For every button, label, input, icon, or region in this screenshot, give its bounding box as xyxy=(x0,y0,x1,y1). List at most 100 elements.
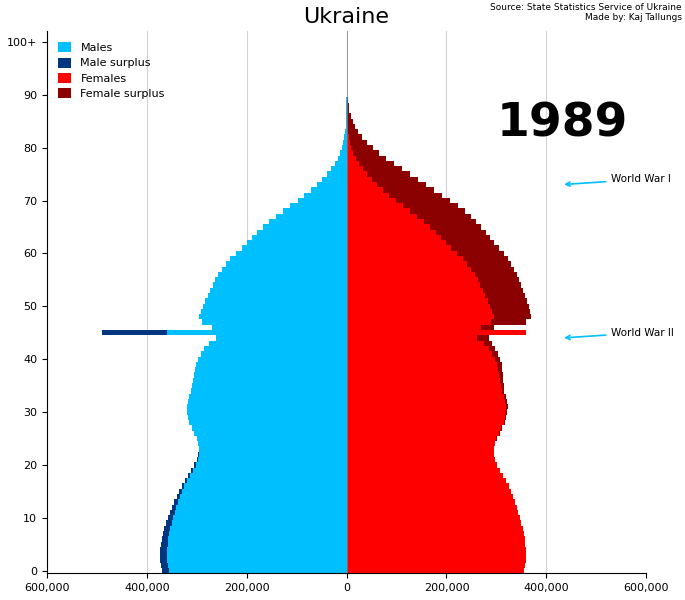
Bar xyxy=(347,187,434,193)
Bar xyxy=(172,505,347,510)
Bar xyxy=(198,356,347,362)
Bar xyxy=(347,467,500,473)
Bar xyxy=(180,494,347,499)
Bar xyxy=(169,568,347,574)
Bar xyxy=(195,431,347,436)
Bar xyxy=(168,542,347,547)
Bar xyxy=(347,457,495,462)
Bar xyxy=(347,182,377,187)
Bar xyxy=(347,198,395,203)
Bar xyxy=(242,245,347,251)
Bar xyxy=(347,187,382,193)
Bar xyxy=(161,563,347,568)
Bar xyxy=(347,245,451,251)
Bar xyxy=(160,557,347,563)
Bar xyxy=(347,325,482,330)
Bar xyxy=(347,446,495,452)
Bar xyxy=(197,457,347,462)
Bar xyxy=(199,446,347,452)
Bar xyxy=(163,531,347,536)
Bar xyxy=(347,140,367,145)
Bar xyxy=(185,478,347,484)
Bar xyxy=(347,356,495,362)
Bar xyxy=(206,298,347,304)
Bar xyxy=(189,420,347,425)
Bar xyxy=(177,494,347,499)
Bar xyxy=(347,330,526,335)
Bar xyxy=(172,520,347,526)
Bar xyxy=(212,325,347,330)
Bar xyxy=(193,467,347,473)
Bar xyxy=(347,542,525,547)
Bar xyxy=(347,547,526,552)
Bar xyxy=(347,505,517,510)
Bar xyxy=(215,277,347,283)
Bar xyxy=(347,436,497,441)
Bar xyxy=(191,467,347,473)
Bar xyxy=(347,245,499,251)
Bar xyxy=(192,383,347,388)
Bar xyxy=(347,161,393,166)
Bar xyxy=(347,235,441,240)
Bar xyxy=(347,425,501,431)
Bar xyxy=(347,108,349,113)
Bar xyxy=(199,446,347,452)
Bar xyxy=(347,113,351,119)
Text: 1989: 1989 xyxy=(497,102,628,147)
Bar xyxy=(191,388,347,394)
Bar xyxy=(194,373,347,377)
Bar xyxy=(347,499,515,505)
Bar xyxy=(236,251,347,256)
Bar xyxy=(347,563,525,568)
Bar xyxy=(347,409,508,415)
Bar xyxy=(347,219,476,224)
Bar xyxy=(311,187,347,193)
Bar xyxy=(269,219,347,224)
Bar xyxy=(347,256,508,262)
Bar xyxy=(347,484,509,489)
Bar xyxy=(347,277,478,283)
Bar xyxy=(194,462,347,467)
Bar xyxy=(187,478,347,484)
Bar xyxy=(347,283,521,288)
Bar xyxy=(247,240,347,245)
Bar xyxy=(316,182,347,187)
Bar xyxy=(347,134,362,140)
Bar xyxy=(222,266,347,272)
Bar xyxy=(160,552,347,557)
Bar xyxy=(347,293,525,298)
Bar xyxy=(298,198,347,203)
Bar xyxy=(230,256,347,262)
Bar xyxy=(167,547,347,552)
Bar xyxy=(347,288,483,293)
Bar xyxy=(347,314,494,319)
Bar xyxy=(189,394,347,399)
Bar xyxy=(346,124,347,129)
Bar xyxy=(188,473,347,478)
Bar xyxy=(347,489,511,494)
Bar xyxy=(347,182,427,187)
Bar xyxy=(290,203,347,208)
Bar xyxy=(347,161,358,166)
Bar xyxy=(347,230,486,235)
Bar xyxy=(219,272,347,277)
Bar xyxy=(347,441,495,446)
Bar xyxy=(347,224,430,230)
Bar xyxy=(210,341,347,346)
Bar xyxy=(190,473,347,478)
Bar xyxy=(182,489,347,494)
Bar xyxy=(347,431,499,436)
Bar xyxy=(208,293,347,298)
Bar xyxy=(188,399,347,404)
Bar xyxy=(338,155,347,161)
Bar xyxy=(347,383,504,388)
Bar xyxy=(347,177,418,182)
Bar xyxy=(347,145,351,150)
Bar xyxy=(347,557,526,563)
Bar xyxy=(171,526,347,531)
Bar xyxy=(175,499,347,505)
Bar xyxy=(347,266,514,272)
Bar xyxy=(347,377,500,383)
Bar xyxy=(347,251,458,256)
Bar xyxy=(347,515,520,520)
